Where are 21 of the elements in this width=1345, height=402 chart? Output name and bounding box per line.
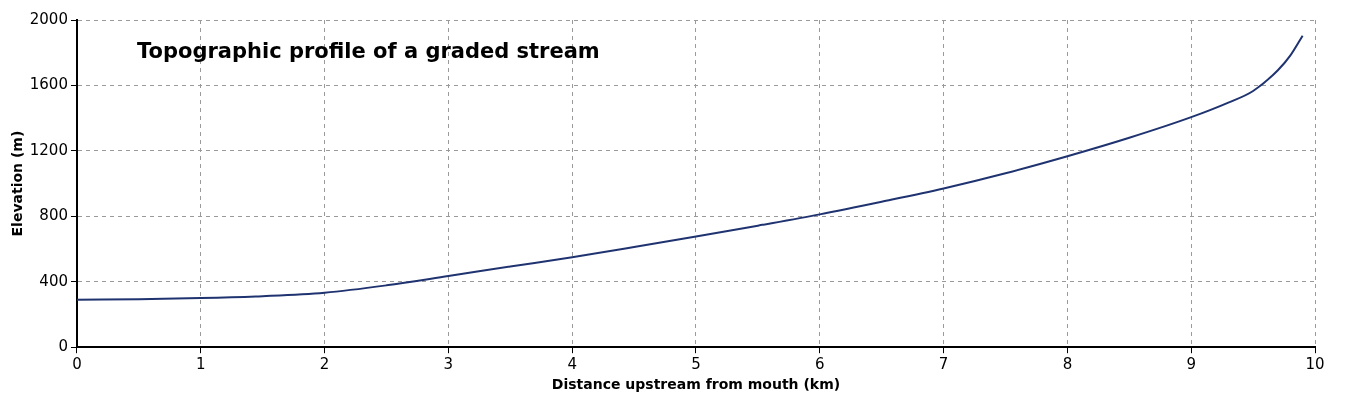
x-tick-label: 8 [1062, 355, 1073, 374]
x-tick-label: 9 [1186, 355, 1196, 374]
text: Topographic profile of a graded stream [136, 39, 600, 64]
x-tick-label: 3 [443, 355, 454, 374]
x-tick-label: 7 [938, 355, 949, 374]
x-axis-title: Distance upstream from mouth (km) [551, 376, 841, 393]
y-tick-label: 400 [39, 271, 68, 290]
x-tick-label: 0 [72, 355, 82, 374]
y-axis-title: Elevation (m) [9, 130, 26, 237]
y-tick-label: 1200 [29, 140, 68, 159]
y-tick-label: 800 [39, 206, 68, 225]
x-tick-label: 2 [319, 355, 330, 374]
x-tick-label: 4 [567, 355, 577, 374]
x-tick-label: 6 [815, 355, 825, 374]
y-tick-label: 0 [58, 337, 68, 356]
x-tick-label: 5 [691, 355, 701, 374]
y-tick-label: 1600 [29, 75, 68, 94]
x-tick-label: 10 [1305, 355, 1325, 374]
y-tick-label: 2000 [29, 9, 68, 28]
line-series [76, 34, 1304, 301]
x-tick-label: 1 [196, 355, 206, 374]
